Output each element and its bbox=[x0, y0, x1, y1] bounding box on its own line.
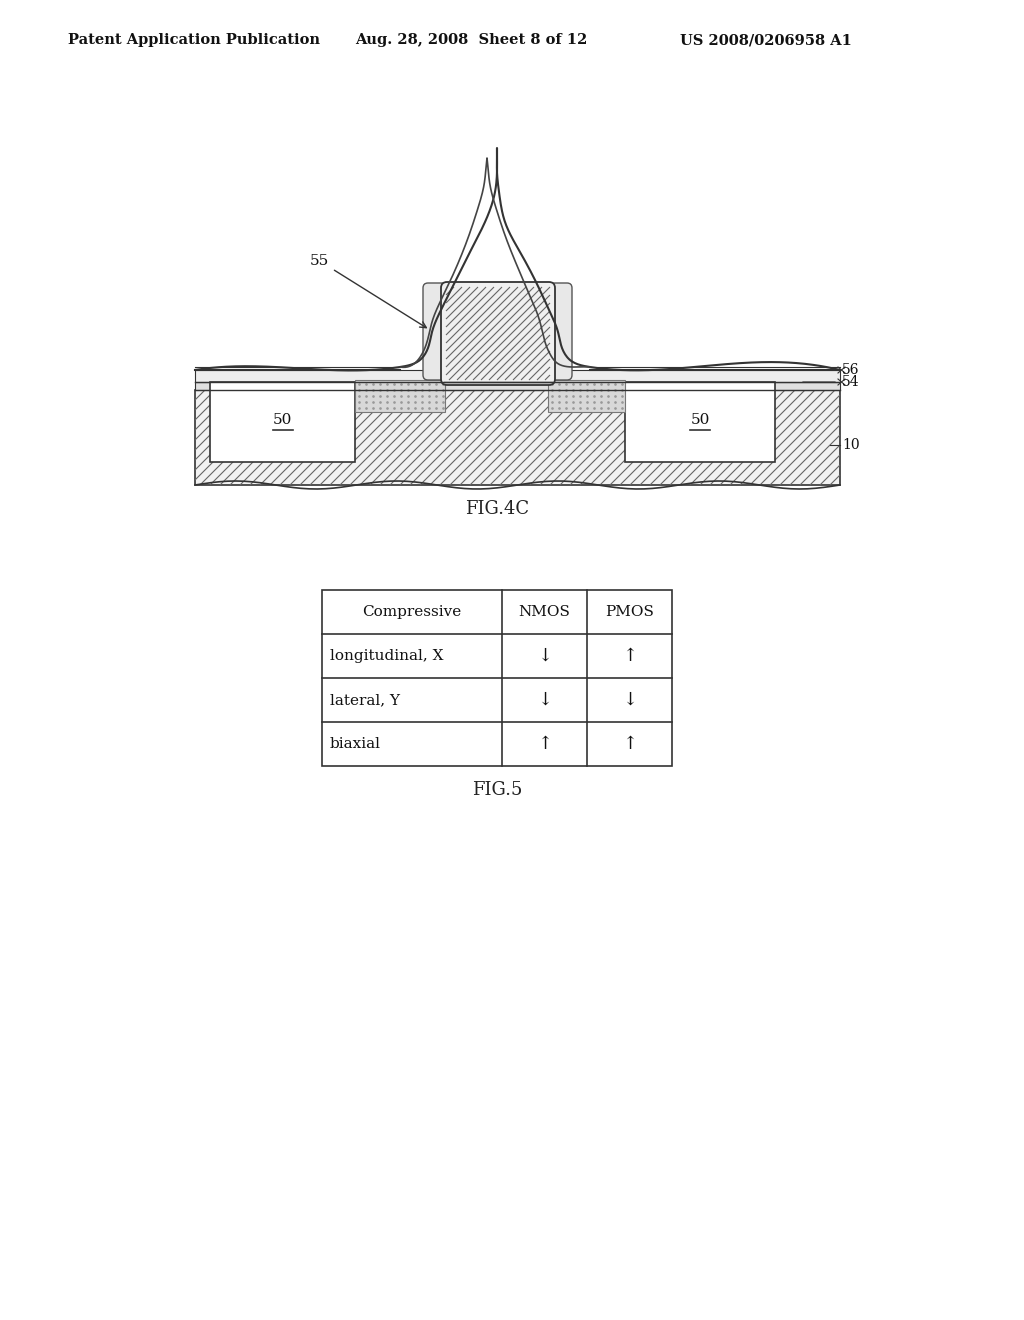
Text: 56: 56 bbox=[842, 363, 859, 378]
Text: ↓: ↓ bbox=[622, 690, 637, 709]
Text: Aug. 28, 2008  Sheet 8 of 12: Aug. 28, 2008 Sheet 8 of 12 bbox=[355, 33, 588, 48]
Text: US 2008/0206958 A1: US 2008/0206958 A1 bbox=[680, 33, 852, 48]
Bar bbox=[210, 381, 355, 462]
Bar bbox=[195, 370, 840, 381]
Text: 50: 50 bbox=[690, 413, 710, 426]
Text: NMOS: NMOS bbox=[518, 605, 570, 619]
Text: ↑: ↑ bbox=[537, 735, 552, 752]
Text: ↓: ↓ bbox=[537, 690, 552, 709]
Text: Patent Application Publication: Patent Application Publication bbox=[68, 33, 319, 48]
Text: FIG.5: FIG.5 bbox=[472, 781, 522, 799]
Text: 55: 55 bbox=[310, 253, 426, 327]
Bar bbox=[322, 590, 672, 766]
Bar bbox=[195, 389, 840, 484]
Bar bbox=[355, 380, 445, 412]
Text: 54: 54 bbox=[842, 375, 859, 389]
Text: PMOS: PMOS bbox=[605, 605, 654, 619]
FancyBboxPatch shape bbox=[441, 282, 555, 385]
FancyBboxPatch shape bbox=[423, 282, 446, 380]
Text: biaxial: biaxial bbox=[330, 737, 381, 751]
Text: ↓: ↓ bbox=[537, 647, 552, 665]
Bar bbox=[625, 381, 775, 462]
Text: ↑: ↑ bbox=[622, 647, 637, 665]
FancyBboxPatch shape bbox=[550, 282, 572, 380]
Bar bbox=[195, 381, 840, 389]
Text: ↑: ↑ bbox=[622, 735, 637, 752]
Text: longitudinal, X: longitudinal, X bbox=[330, 649, 443, 663]
Text: lateral, Y: lateral, Y bbox=[330, 693, 400, 708]
Bar bbox=[548, 380, 625, 412]
Text: 50: 50 bbox=[272, 413, 292, 426]
Text: 10: 10 bbox=[842, 438, 859, 451]
Text: Compressive: Compressive bbox=[362, 605, 462, 619]
Text: FIG.4C: FIG.4C bbox=[465, 500, 529, 517]
